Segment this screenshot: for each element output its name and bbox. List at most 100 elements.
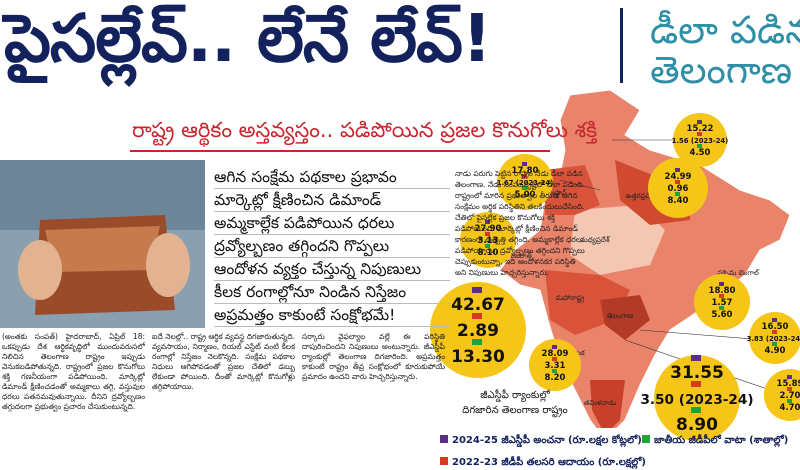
tamil-nadu — [590, 380, 625, 435]
leader-line — [559, 179, 601, 191]
bubble — [497, 154, 553, 210]
headline: పైసల్లేవ్.. లేనే లేవ్! — [4, 0, 492, 77]
bubble-value: 2.70 — [780, 391, 800, 401]
legend-swatch — [440, 457, 448, 465]
legend-swatch — [787, 387, 792, 391]
bubble-value: 5.60 — [712, 310, 733, 320]
bubble-value: 24.99 — [665, 172, 692, 182]
legend-swatch — [772, 318, 777, 322]
bubble-value: 3.83 (2023-24) — [747, 335, 800, 343]
legend-swatch — [697, 144, 702, 148]
article-column: (అంతకు సంపత్) హైదరాబాద్, ఏప్రిల్ 18: ఒకప… — [2, 332, 145, 411]
bubble — [764, 369, 800, 421]
bubble-value: 13.30 — [451, 347, 505, 367]
bubble-value: 16.50 — [762, 322, 789, 332]
bubble-value: 4.70 — [780, 403, 800, 413]
side-title: డీలా పడిన — [650, 8, 800, 52]
highlight-rule — [214, 326, 450, 327]
bubble-value: 8.40 — [668, 196, 689, 206]
leader-line — [639, 329, 766, 341]
state-label: గుజరాత్ — [508, 252, 532, 260]
bubble-value: 18.80 — [709, 286, 736, 296]
highlight: ఆగిన సంక్షేమ పథకాల ప్రభావం — [214, 168, 397, 186]
bubble-value: 4.90 — [765, 346, 786, 356]
legend-swatch — [642, 435, 650, 443]
legend-swatch — [552, 357, 557, 361]
highlight-rule — [214, 234, 450, 235]
state-label: మహారాష్ట్ర — [556, 294, 585, 304]
bubble-value: 4.50 — [690, 148, 711, 158]
legend-swatch — [675, 180, 680, 184]
legend-label: జాతీయ జీడీపీలో వాటా (శాతాల్లో) — [654, 433, 788, 447]
highlight: కీలక రంగాల్లోనూ నిండిన నిస్తేజం — [214, 283, 407, 301]
bubble-value: 5.00 — [515, 190, 536, 200]
bubble-value: 3.31 — [545, 361, 566, 371]
map-caption: దిగజారిన తెలంగాణ రాష్ట్రం — [462, 405, 567, 418]
legend-swatch — [485, 232, 490, 236]
highlight: మార్కెట్లో క్షీణించిన డిమాండ్ — [214, 191, 382, 209]
bubble-value: 8.10 — [478, 248, 499, 258]
legend-swatch — [697, 132, 702, 136]
sidebar-text: నాడు పరుగు పెట్టిన రాష్ట్రం నేడు డీలా పడ… — [455, 169, 585, 277]
legend-swatch — [485, 244, 490, 248]
bubble-value: 3.50 (2023-24) — [640, 392, 753, 408]
bubble-value: 2.89 — [457, 321, 499, 341]
legend-swatch — [691, 381, 701, 387]
highlight: అప్రమత్తం కాకుంటే సంక్షోభమే! — [214, 306, 396, 324]
legend-label: 2022-23 జీడీపీ తలసరి ఆదాయం (రూ.లక్షల్లో) — [452, 455, 646, 469]
article-column: సర్కారు వైఫల్యాల వల్లే ఈ పరిస్థితి దాపుర… — [302, 332, 445, 381]
bubble-value: 31.55 — [670, 363, 724, 383]
highlight-rule — [214, 280, 450, 281]
photo — [0, 160, 205, 328]
legend-swatch — [772, 330, 777, 334]
legend-swatch — [719, 306, 724, 310]
bubble-value: 1.57 — [712, 298, 733, 308]
rajasthan — [545, 165, 600, 215]
telangana — [600, 295, 650, 340]
legend-swatch — [552, 369, 557, 373]
bubble-value: 8.20 — [545, 373, 566, 383]
bubble-value: 15.22 — [687, 124, 714, 134]
bubble — [654, 355, 740, 441]
legend-swatch — [552, 345, 557, 349]
state-label: ఉత్తరప్రదేశ్ — [626, 192, 656, 201]
bubble-value: 0.96 — [668, 184, 689, 194]
highlight-rule — [214, 303, 450, 304]
state-label: తమిళనాడు — [584, 399, 617, 407]
side-title: తెలంగాణ — [650, 48, 793, 92]
bubble — [673, 113, 727, 167]
bubble-value: 15.89 — [777, 379, 800, 389]
legend-swatch — [675, 192, 680, 196]
legend-swatch — [691, 355, 701, 361]
map-caption: జీఎస్డీపీ ర్యాంకుల్లో — [480, 389, 550, 402]
highlight: ద్రవ్యోల్బణం తగ్గిందని గొప్పలు — [214, 237, 390, 255]
bubble — [430, 282, 526, 378]
article-column: ఐదే నెలల్లో.. రాష్ట్ర ఆర్థిక వ్యవస్థ దిగ… — [152, 332, 295, 391]
legend-swatch — [440, 435, 448, 443]
madhya-pradesh — [570, 205, 665, 275]
bubble-value: 17.80 — [512, 166, 539, 176]
legend-swatch — [472, 339, 482, 345]
bubble — [694, 274, 750, 330]
legend-label: 2024-25 జీఎస్డీపీ అంచనా (రూ.లక్షల కోట్లల… — [452, 433, 642, 448]
legend-swatch — [485, 220, 490, 224]
highlight: ఆందోళన వ్యక్తం చేస్తున్న నిపుణులు — [214, 260, 422, 278]
legend-swatch — [522, 162, 527, 166]
bubble-value: 1.67 (2023-24) — [497, 179, 554, 187]
bubble-value: 28.09 — [542, 349, 569, 359]
legend-swatch — [522, 174, 527, 178]
bubble-value: 42.67 — [451, 295, 505, 315]
state-label: పశ్చిమ బెంగాల్ — [717, 269, 760, 278]
highlight: అమ్మకాల్లేక పడిపోయిన ధరలు — [214, 214, 395, 232]
highlight-rule — [214, 257, 450, 258]
bubble — [529, 339, 581, 391]
legend-swatch — [772, 342, 777, 346]
bubble — [460, 212, 516, 268]
legend-swatch — [522, 186, 527, 190]
legend-swatch — [472, 287, 482, 293]
state-label: మధ్యప్రదేశ్ — [580, 236, 610, 245]
divider — [620, 8, 623, 83]
state-label: రాజస్థాన్ — [543, 189, 567, 199]
highlight-rule — [214, 211, 450, 212]
